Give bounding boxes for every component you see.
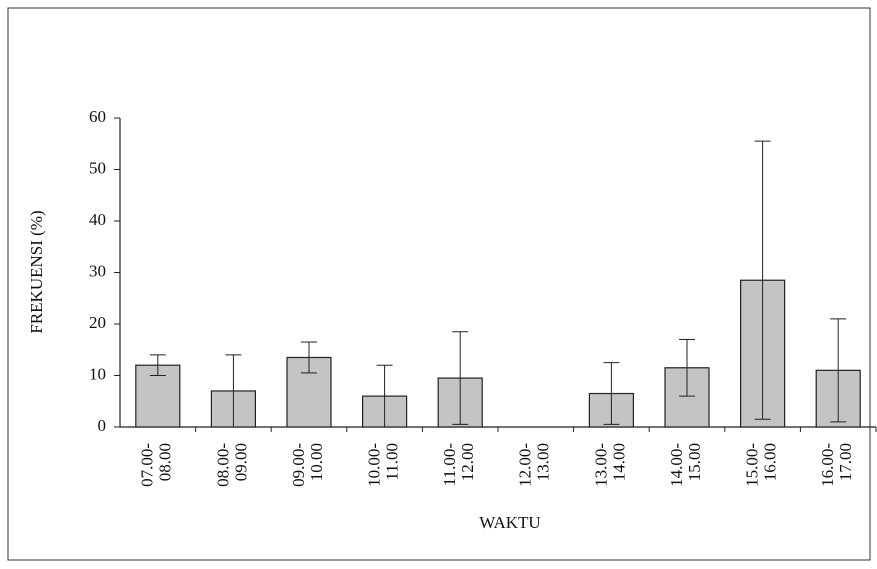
x-tick-label: 15.00 bbox=[685, 443, 704, 481]
x-tick-label: 11.00 bbox=[383, 443, 402, 481]
y-tick-label: 10 bbox=[89, 364, 106, 383]
x-tick-label: 12.00- bbox=[516, 443, 535, 487]
x-tick-label: 10.00- bbox=[365, 443, 384, 487]
x-tick-label: 16.00 bbox=[761, 443, 780, 481]
x-tick-label: 08.00- bbox=[213, 443, 232, 487]
x-tick-label: 09.00 bbox=[231, 443, 250, 481]
x-tick-label: 07.00- bbox=[138, 443, 157, 487]
y-tick-label: 0 bbox=[98, 416, 107, 435]
x-tick-label: 13.00- bbox=[591, 443, 610, 487]
x-tick-label: 13.00 bbox=[534, 443, 553, 481]
x-tick-label: 12.00 bbox=[458, 443, 477, 481]
y-tick-label: 50 bbox=[89, 158, 106, 177]
x-tick-label: 08.00 bbox=[156, 443, 175, 481]
x-tick-label: 14.00 bbox=[609, 443, 628, 481]
x-tick-label: 16.00- bbox=[818, 443, 837, 487]
y-axis-title: FREKUENSI (%) bbox=[27, 210, 46, 333]
y-tick-label: 60 bbox=[89, 107, 106, 126]
x-tick-label: 09.00- bbox=[289, 443, 308, 487]
y-tick-label: 20 bbox=[89, 313, 106, 332]
frame bbox=[7, 7, 871, 561]
x-tick-label: 10.00 bbox=[307, 443, 326, 481]
y-tick-label: 40 bbox=[89, 210, 106, 229]
x-tick-label: 15.00- bbox=[743, 443, 762, 487]
x-axis-title: WAKTU bbox=[479, 513, 540, 532]
y-tick-label: 30 bbox=[89, 261, 106, 280]
x-tick-label: 17.00 bbox=[836, 443, 855, 481]
x-tick-label: 14.00- bbox=[667, 443, 686, 487]
x-tick-label: 11.00- bbox=[440, 443, 459, 487]
